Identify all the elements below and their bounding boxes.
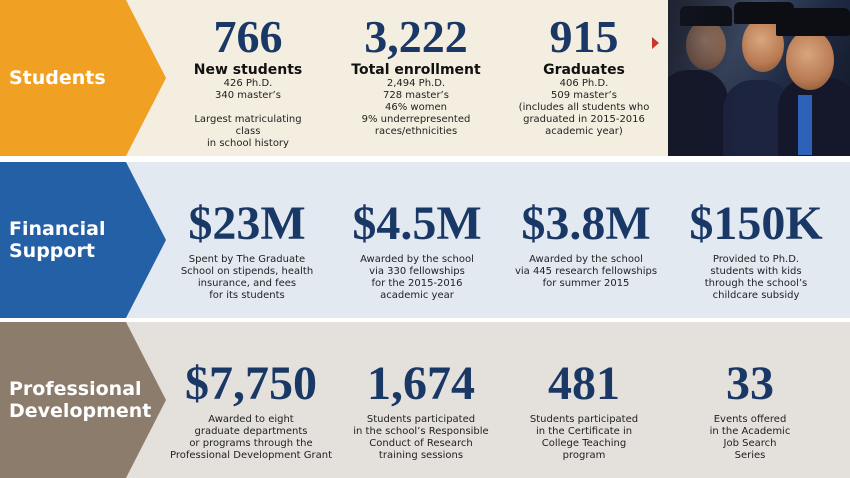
stat-description: Awarded to eight graduate departments or… [169,414,333,461]
stat-description: 2,494 Ph.D. 728 master’s 46% women 9% un… [361,78,471,137]
financial-support-section: Financial Support $23M Spent by The Grad… [0,162,850,318]
stat-value: 915 [549,11,619,62]
stat-graduates: 915 Graduates 406 Ph.D. 509 master’s (in… [512,14,656,138]
stat-description: 406 Ph.D. 509 master’s (includes all stu… [518,78,650,137]
stat-heading: Graduates [543,62,625,78]
stat-description: 426 Ph.D. 340 master’s Largest matricula… [194,78,302,149]
stat-research-fellowships: $3.8M Awarded by the school via 445 rese… [508,200,664,290]
stat-description: Awarded by the school via 330 fellowship… [360,254,474,301]
stat-description: Events offered in the Academic Job Searc… [709,414,791,461]
section-label: Professional Development [9,378,152,422]
students-arrow-banner: Students [0,0,166,156]
stat-value: $4.5M [352,197,482,250]
stat-total-enrollment: 3,222 Total enrollment 2,494 Ph.D. 728 m… [346,14,486,138]
stat-new-students: 766 New students 426 Ph.D. 340 master’s … [188,14,308,150]
stat-value: $23M [188,197,306,250]
financial-arrow-banner: Financial Support [0,162,166,318]
stat-rcr-training: 1,674 Students participated in the schoo… [346,360,496,462]
graduates-photo [668,0,850,156]
stat-spent: $23M Spent by The Graduate School on sti… [172,200,322,302]
stat-job-search-events: 33 Events offered in the Academic Job Se… [688,360,812,462]
stat-heading: Total enrollment [351,62,481,78]
stat-value: 481 [548,357,620,410]
stat-description: Provided to Ph.D. students with kids thr… [704,254,808,301]
professional-development-section: Professional Development $7,750 Awarded … [0,322,850,478]
section-label: Students [9,67,106,89]
stat-value: $150K [689,197,823,250]
stat-heading: New students [193,62,303,78]
play-arrow-icon[interactable] [652,37,659,49]
section-label: Financial Support [9,218,106,262]
stat-value: 1,674 [367,357,475,410]
professional-arrow-banner: Professional Development [0,322,166,478]
stat-childcare-subsidy: $150K Provided to Ph.D. students with ki… [680,200,832,302]
stat-description: Awarded by the school via 445 research f… [514,254,658,289]
stat-description: Students participated in the Certificate… [529,414,639,461]
stat-college-teaching: 481 Students participated in the Certifi… [512,360,656,462]
stat-grant: $7,750 Awarded to eight graduate departm… [166,360,336,462]
stat-value: 766 [213,11,283,62]
stat-value: $7,750 [185,357,317,410]
stat-description: Students participated in the school’s Re… [353,414,489,461]
stat-description: Spent by The Graduate School on stipends… [180,254,314,301]
stat-value: 33 [726,357,774,410]
stat-value: 3,222 [364,11,468,62]
stat-fellowships: $4.5M Awarded by the school via 330 fell… [342,200,492,302]
stat-value: $3.8M [521,197,651,250]
students-section: Students 766 New students 426 Ph.D. 340 … [0,0,850,156]
